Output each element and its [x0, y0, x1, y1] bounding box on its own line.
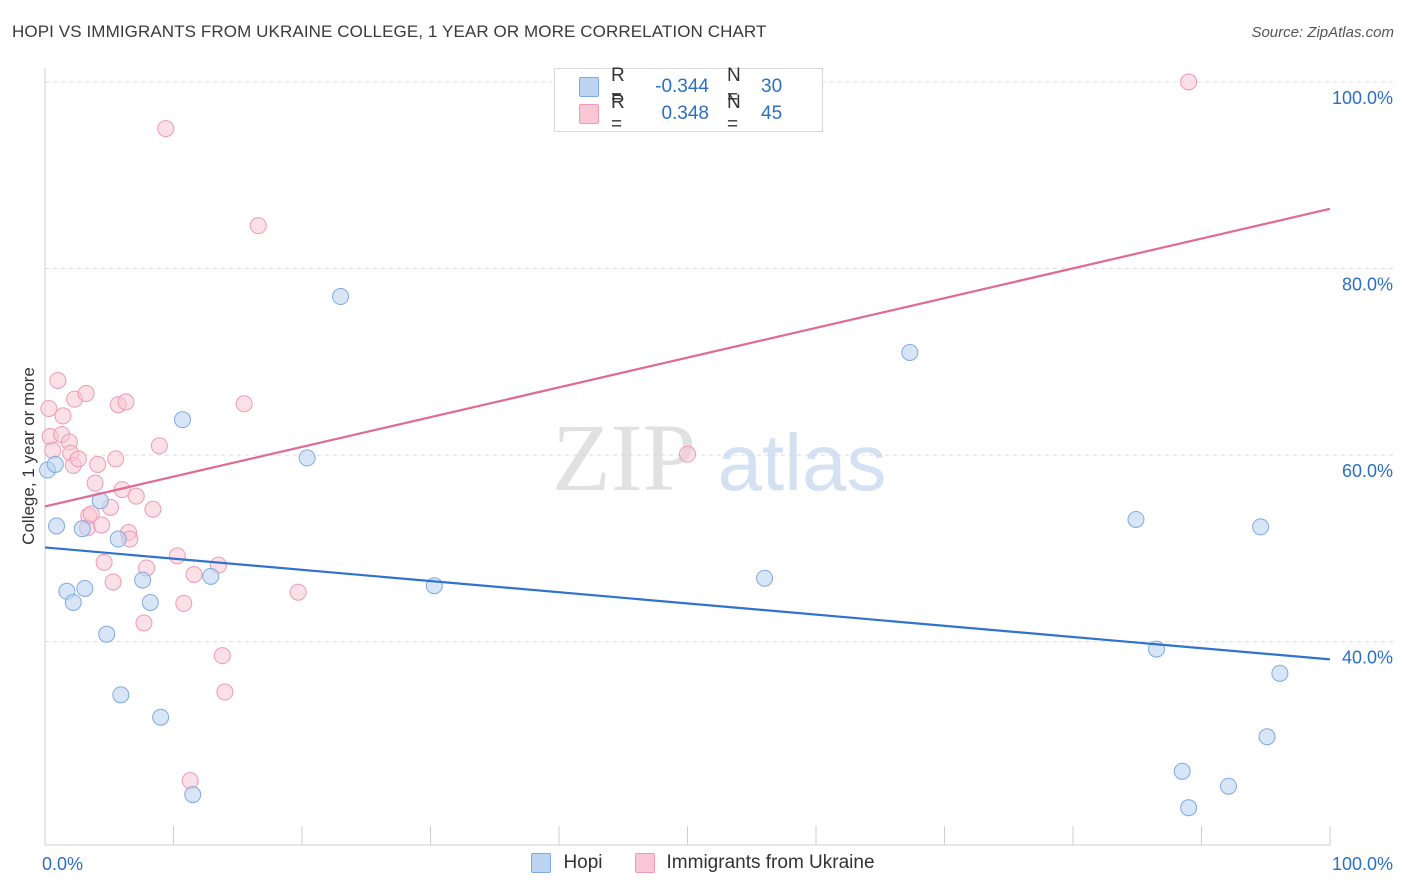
legend-label-hopi: Hopi [563, 852, 603, 873]
ukraine-point [150, 437, 168, 455]
legend-n-label: N = [727, 92, 741, 135]
ukraine-point [107, 450, 125, 468]
ukraine-point [89, 455, 107, 473]
watermark: ZIP atlas [552, 404, 886, 511]
legend-n-label: N = [727, 65, 741, 108]
hopi-point [98, 625, 116, 643]
legend-swatch-hopi [579, 77, 599, 97]
legend-r-label: R = [611, 92, 625, 135]
y-tick-label: 100.0% [1332, 88, 1393, 108]
legend-swatch-hopi [531, 853, 552, 873]
hopi-point [76, 579, 94, 597]
trend-lines [44, 207, 1331, 661]
ukraine-point [216, 683, 234, 701]
legend-r-label: R = [611, 65, 625, 108]
ukraine-point [289, 583, 307, 601]
ukraine-points [40, 73, 1198, 790]
hopi-point [64, 593, 82, 611]
ukraine-point [40, 399, 58, 417]
legend-item-hopi: Hopi [531, 852, 603, 874]
x-tick-label: 100.0% [1332, 854, 1393, 874]
hopi-point [112, 686, 130, 704]
x-tick-label: 0.0% [42, 854, 83, 874]
hopi-point [173, 411, 191, 429]
ukraine-point [135, 614, 153, 632]
ukraine-point [157, 120, 175, 138]
ukraine-point [213, 647, 231, 665]
ukraine-trend-line [44, 207, 1331, 508]
ukraine-point [679, 445, 696, 463]
legend-item-ukraine: Immigrants from Ukraine [634, 852, 875, 874]
hopi-point [46, 455, 64, 473]
hopi-points [39, 288, 1289, 817]
hopi-point [184, 786, 202, 804]
ukraine-point [235, 395, 253, 413]
ukraine-point [181, 772, 199, 790]
hopi-point [134, 571, 152, 589]
chart-title: HOPI VS IMMIGRANTS FROM UKRAINE COLLEGE,… [12, 22, 767, 41]
correlation-legend: R = -0.344 N = 30 R = 0.348 N = 45 [554, 65, 823, 135]
axes [44, 68, 1331, 846]
hopi-point [332, 288, 350, 306]
ukraine-point [69, 450, 87, 468]
y-tick-label: 80.0% [1342, 275, 1393, 295]
y-tick-label: 60.0% [1342, 461, 1393, 481]
ukraine-point [86, 474, 104, 492]
series-legend: Hopi Immigrants from Ukraine [0, 852, 1406, 874]
hopi-point [1258, 728, 1276, 746]
ukraine-point [175, 594, 193, 612]
y-tick-label: 40.0% [1342, 648, 1393, 668]
hopi-trend-line [44, 546, 1331, 661]
ukraine-point [104, 573, 122, 591]
source-label: Source: ZipAtlas.com [1251, 24, 1394, 41]
gridlines [45, 81, 1393, 643]
legend-r-value: 0.348 [661, 103, 709, 124]
ukraine-point [144, 500, 162, 518]
ukraine-point [77, 385, 95, 403]
legend-label-ukraine: Immigrants from Ukraine [666, 852, 875, 873]
legend-swatch-ukraine [634, 853, 655, 873]
hopi-point [298, 449, 316, 467]
ukraine-point [95, 553, 113, 571]
hopi-point [756, 569, 774, 587]
hopi-point [1180, 799, 1198, 817]
ukraine-point [44, 441, 62, 459]
ukraine-point [54, 407, 72, 425]
legend-row-ukraine: R = 0.348 N = 45 [579, 92, 783, 135]
legend-swatch-ukraine [579, 104, 599, 124]
ukraine-point [1180, 73, 1198, 91]
hopi-point [48, 517, 66, 535]
watermark-zip: ZIP [552, 404, 696, 511]
legend-n-value: 30 [761, 76, 783, 97]
ukraine-point [49, 371, 67, 389]
ukraine-point [168, 547, 186, 565]
ukraine-point [93, 516, 111, 534]
hopi-point [141, 593, 159, 611]
hopi-point [1127, 510, 1145, 528]
ukraine-point [117, 393, 135, 411]
legend-n-value: 45 [761, 103, 783, 124]
hopi-point [1252, 518, 1270, 536]
hopi-point [1173, 762, 1191, 780]
ukraine-point [185, 565, 203, 583]
hopi-point [152, 708, 170, 726]
watermark-atlas: atlas [718, 418, 887, 507]
hopi-point [901, 343, 919, 361]
ukraine-point [82, 505, 100, 523]
legend-row-hopi: R = -0.344 N = 30 [579, 65, 783, 108]
legend-r-value: -0.344 [655, 76, 709, 97]
ukraine-point [249, 217, 267, 235]
ukraine-point [127, 487, 145, 505]
hopi-point [73, 520, 91, 538]
hopi-point [1271, 664, 1289, 682]
hopi-point [202, 567, 220, 585]
hopi-point [109, 530, 127, 548]
tick-labels: 100.0% 80.0% 60.0% 40.0% 0.0% 100.0% [42, 88, 1393, 874]
hopi-point [1219, 777, 1237, 795]
